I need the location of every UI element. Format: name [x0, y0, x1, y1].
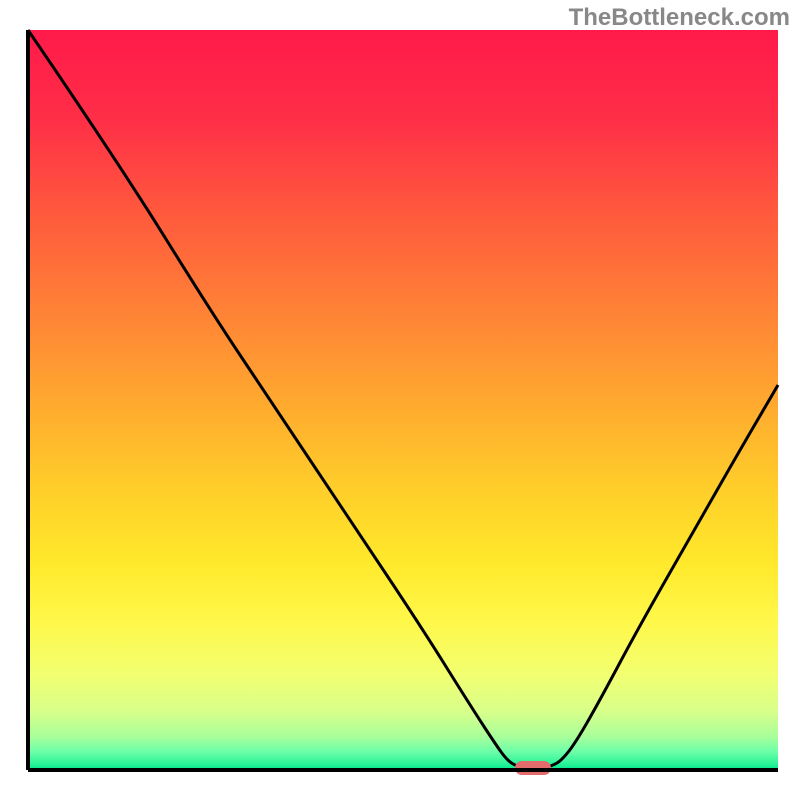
plot-background — [28, 30, 778, 770]
watermark-text: TheBottleneck.com — [569, 4, 790, 32]
chart-container: TheBottleneck.com — [0, 0, 800, 800]
bottleneck-chart — [0, 0, 800, 800]
